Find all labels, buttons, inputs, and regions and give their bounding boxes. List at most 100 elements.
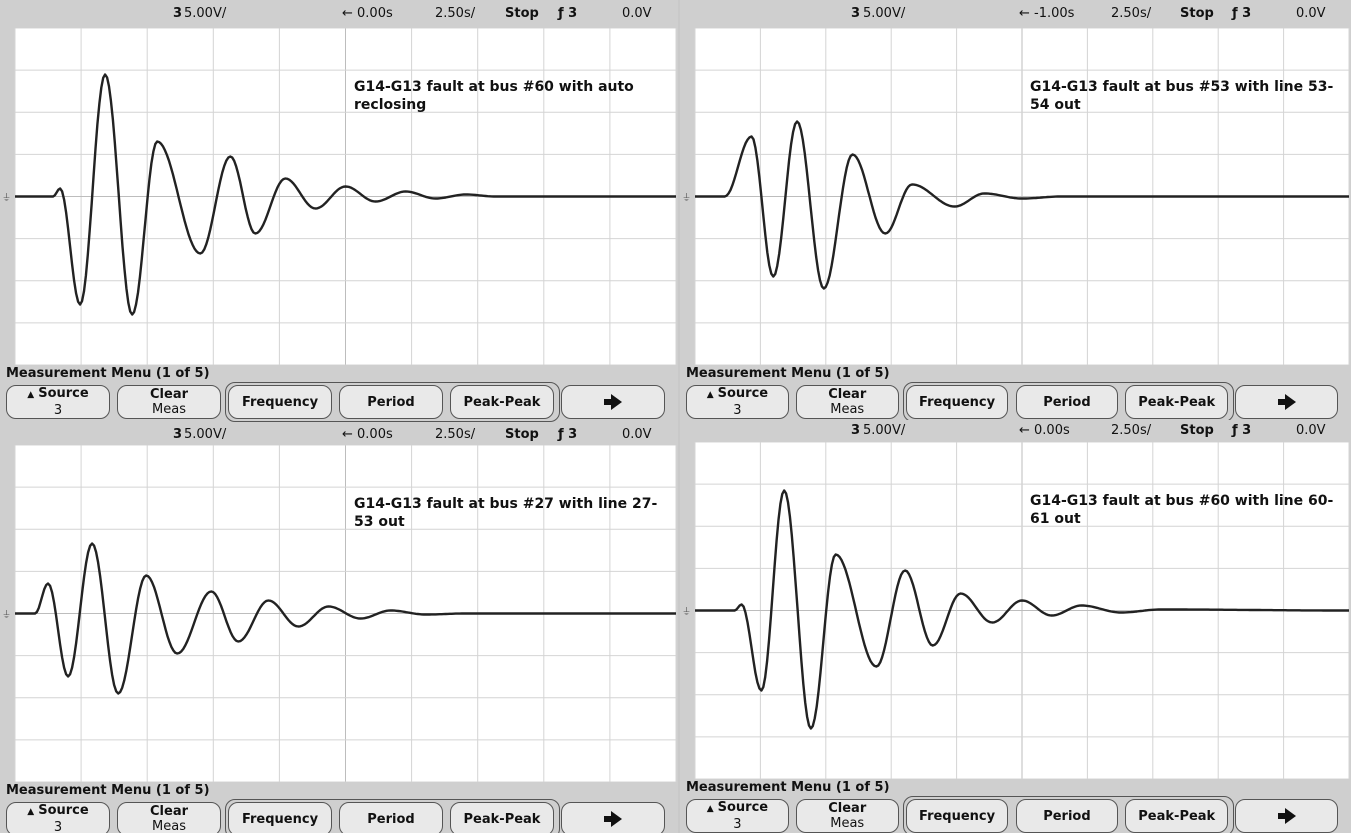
- menu-title: Measurement Menu (1 of 5): [6, 783, 210, 798]
- softkey-button[interactable]: Peak-Peak: [1125, 799, 1228, 833]
- header-channel: 3: [173, 427, 182, 442]
- arrow-shape: [1278, 808, 1296, 824]
- softkey-button[interactable]: ▲ Source 3: [686, 799, 789, 833]
- button-text: Frequency: [919, 395, 995, 410]
- header-delay: ← 0.00s: [342, 6, 393, 21]
- button-subtext: 3: [687, 817, 788, 832]
- next-arrow-icon: [1276, 807, 1298, 825]
- header-trigger: ƒ 3: [1232, 423, 1251, 438]
- softkey-button[interactable]: Period: [339, 385, 443, 419]
- button-label: ▲Source: [687, 386, 788, 403]
- button-text: Period: [1043, 395, 1090, 410]
- button-text: Clear: [150, 804, 188, 819]
- button-text: Frequency: [919, 809, 995, 824]
- annotation: G14-G13 fault at bus #27 with line 27-53…: [354, 495, 666, 531]
- button-text: Source: [718, 386, 768, 401]
- up-arrow-icon: ▲: [27, 807, 34, 817]
- button-label: Clear: [797, 801, 898, 816]
- button-label: Period: [1017, 809, 1118, 824]
- header-volts: 5.00V/: [863, 6, 905, 21]
- header-delay: ← -1.00s: [1019, 6, 1074, 21]
- button-label: Period: [340, 812, 442, 827]
- header-timebase: 2.50s/: [1111, 423, 1151, 438]
- menu-title: Measurement Menu (1 of 5): [686, 366, 890, 381]
- header-run-state: Stop: [505, 427, 539, 442]
- arrow-shape: [1278, 394, 1296, 410]
- softkey-button[interactable]: Peak-Peak: [450, 802, 554, 833]
- softkey-button[interactable]: Frequency: [906, 799, 1009, 833]
- next-button[interactable]: [561, 802, 665, 833]
- next-arrow-icon: [602, 810, 624, 828]
- button-text: Peak-Peak: [1138, 809, 1215, 824]
- button-text: Source: [718, 800, 768, 815]
- button-text: Frequency: [242, 395, 318, 410]
- header-level: 0.0V: [1296, 6, 1326, 21]
- softkey-button[interactable]: Period: [1016, 385, 1119, 419]
- softkey-button[interactable]: Frequency: [906, 385, 1009, 419]
- next-arrow-icon: [1276, 393, 1298, 411]
- header-level: 0.0V: [622, 427, 652, 442]
- button-label: Peak-Peak: [451, 812, 553, 827]
- button-subtext: Meas: [118, 402, 220, 417]
- button-text: Frequency: [242, 812, 318, 827]
- button-text: Period: [367, 395, 414, 410]
- up-arrow-icon: ▲: [707, 804, 714, 814]
- next-button[interactable]: [561, 385, 665, 419]
- softkey-button[interactable]: Period: [339, 802, 443, 833]
- button-text: Period: [367, 812, 414, 827]
- button-label: ▲ Source: [687, 800, 788, 817]
- softkey-button[interactable]: Peak-Peak: [450, 385, 554, 419]
- button-text: Peak-Peak: [1138, 395, 1215, 410]
- softkey-button[interactable]: Frequency: [228, 385, 332, 419]
- next-arrow-icon: [602, 393, 624, 411]
- softkey-button[interactable]: Frequency: [228, 802, 332, 833]
- button-text: Peak-Peak: [464, 395, 541, 410]
- menu-title: Measurement Menu (1 of 5): [6, 366, 210, 381]
- header-volts: 5.00V/: [863, 423, 905, 438]
- button-text: Peak-Peak: [464, 812, 541, 827]
- annotation: G14-G13 fault at bus #60 with line 60-61…: [1030, 492, 1339, 528]
- header-channel: 3: [851, 423, 860, 438]
- button-label: Peak-Peak: [451, 395, 553, 410]
- header-channel: 3: [851, 6, 860, 21]
- button-subtext: Meas: [797, 402, 898, 417]
- header-run-state: Stop: [1180, 6, 1214, 21]
- arrow-shape: [604, 394, 622, 410]
- button-subtext: Meas: [797, 816, 898, 831]
- softkey-button[interactable]: Period: [1016, 799, 1119, 833]
- softkey-button[interactable]: ▲ Source 3: [6, 802, 110, 833]
- softkey-button[interactable]: Peak-Peak: [1125, 385, 1228, 419]
- header-trigger: ƒ 3: [558, 6, 577, 21]
- header-channel: 3: [173, 6, 182, 21]
- button-subtext: 3: [7, 820, 109, 833]
- header-volts: 5.00V/: [184, 427, 226, 442]
- scope-panel: 35.00V/← 0.00s2.50s/Stopƒ 30.0V⏚G14-G13 …: [680, 420, 1351, 833]
- button-text: Clear: [150, 387, 188, 402]
- menu-title: Measurement Menu (1 of 5): [686, 780, 890, 795]
- header-run-state: Stop: [1180, 423, 1214, 438]
- ground-marker: ⏚: [682, 607, 691, 618]
- button-text: Source: [38, 803, 88, 818]
- button-text: Source: [38, 386, 88, 401]
- button-label: Frequency: [907, 809, 1008, 824]
- scope-screens: (() => { const data = JSON.parse(documen…: [0, 0, 1351, 833]
- ground-marker: ⏚: [2, 610, 11, 621]
- button-label: ▲ Source: [7, 803, 109, 820]
- button-label: Period: [1017, 395, 1118, 410]
- button-label: Clear: [118, 387, 220, 402]
- button-text: Clear: [828, 801, 866, 816]
- header-volts: 5.00V/: [184, 6, 226, 21]
- button-label: Peak-Peak: [1126, 809, 1227, 824]
- next-button[interactable]: [1235, 799, 1338, 833]
- header-timebase: 2.50s/: [435, 6, 475, 21]
- header-delay: ← 0.00s: [1019, 423, 1070, 438]
- next-button[interactable]: [1235, 385, 1338, 419]
- header-delay: ← 0.00s: [342, 427, 393, 442]
